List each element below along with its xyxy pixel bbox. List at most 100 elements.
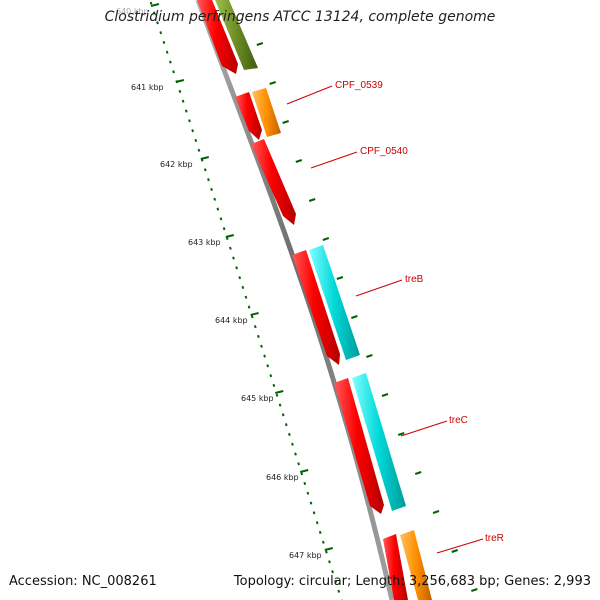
strand-tick [471, 588, 478, 592]
label-leaders [286, 85, 484, 554]
scale-dot [159, 31, 163, 35]
scale-dot [197, 148, 201, 152]
strand-tick [256, 42, 264, 46]
cds-feature-treb[interactable] [292, 250, 340, 365]
scale-label-642: 642 kbp [160, 160, 193, 169]
strand-tick [322, 237, 330, 241]
cog-feature-treb[interactable] [309, 245, 360, 360]
scale-dot [278, 403, 282, 407]
scale-dot [178, 89, 182, 94]
scale-dot [241, 285, 245, 290]
scale-dot [272, 383, 276, 388]
gene-labels: CPF_0539 CPF_0540 treB treC treR [335, 80, 504, 544]
gene-label-cpf0540[interactable]: CPF_0540 [360, 146, 408, 157]
gene-label-cpf0539[interactable]: CPF_0539 [335, 80, 383, 91]
cds-feature-trec[interactable] [334, 378, 384, 514]
scale-major-tick [175, 79, 185, 83]
scale-dot [275, 393, 279, 397]
scale-dot [337, 589, 341, 593]
scale-ticks [150, 3, 333, 551]
scale-dot [263, 354, 266, 358]
cog-feature-trer[interactable] [400, 530, 432, 600]
scale-dot [297, 462, 300, 466]
scale-dot [188, 119, 191, 123]
scale-major-tick [299, 469, 309, 473]
scale-dot [306, 491, 310, 495]
strand-tick [397, 432, 405, 436]
scale-dot [303, 481, 307, 486]
scale-major-tick [275, 390, 284, 394]
cog-track [215, 0, 432, 600]
scale-dot [309, 501, 313, 505]
cds-feature-trer[interactable] [383, 534, 408, 600]
scale-dot [300, 472, 304, 476]
strand-tick [381, 393, 389, 397]
scale-dot [184, 109, 188, 113]
scale-major-tick [150, 3, 160, 7]
scale-dot [284, 423, 288, 427]
cds-track [197, 0, 408, 600]
scale-dot [312, 511, 316, 515]
strand-tick [414, 471, 422, 475]
scale-label-646: 646 kbp [266, 473, 299, 482]
cog-feature-olive[interactable] [215, 0, 258, 70]
scale-major-tick [324, 547, 333, 551]
scale-dot [321, 540, 325, 544]
scale-dot [331, 570, 334, 574]
scale-dot [156, 21, 159, 25]
scale-dot [203, 168, 207, 172]
scale-dot [191, 129, 194, 133]
cds-feature[interactable] [197, 0, 238, 74]
scale-label-645: 645 kbp [241, 394, 274, 403]
genome-summary-text: Topology: circular; Length: 3,256,683 bp… [233, 574, 591, 589]
cds-feature-cpf0539[interactable] [235, 92, 262, 140]
scale-dot [181, 99, 185, 103]
scale-dots [149, 1, 343, 600]
scale-label-647: 647 kbp [289, 551, 322, 560]
scale-dot [172, 70, 175, 74]
scale-dot [194, 138, 198, 143]
scale-dot [229, 246, 232, 250]
scale-dot [216, 207, 220, 211]
scale-dot [291, 442, 294, 446]
scale-major-tick [250, 312, 259, 316]
scale-major-tick [200, 156, 210, 160]
strand-tick [269, 81, 277, 85]
scale-dot [281, 413, 285, 417]
strand-tick [351, 315, 358, 319]
scale-dot [269, 374, 273, 378]
strand-tick [451, 549, 459, 553]
scale-dot [247, 305, 251, 309]
scale-dot [165, 50, 169, 54]
cog-feature-cpf0539[interactable] [252, 88, 281, 137]
scale-dot [149, 1, 153, 5]
cog-feature-trec[interactable] [352, 373, 406, 511]
leader-trer [436, 538, 484, 554]
scale-dot [287, 432, 291, 437]
scale-dot [152, 11, 156, 15]
cds-feature-cpf0540[interactable] [251, 139, 296, 225]
gene-label-trer[interactable]: treR [485, 533, 504, 544]
gene-label-treb[interactable]: treB [405, 274, 424, 285]
leader-treb [355, 279, 403, 297]
scale-major-tick [225, 234, 235, 238]
scale-label-644: 644 kbp [215, 316, 248, 325]
leader-trec [400, 420, 448, 437]
scale-dot [253, 325, 257, 329]
scale-dot [219, 217, 223, 221]
strand-tick [295, 159, 303, 163]
scale-dot [244, 295, 248, 299]
scale-dot [210, 187, 213, 192]
scale-dot [260, 344, 263, 348]
strand-tick [282, 120, 289, 124]
scale-label-643: 643 kbp [188, 238, 221, 247]
strand-ticks [256, 42, 478, 592]
scale-dot [315, 521, 319, 525]
gene-label-trec[interactable]: treC [449, 415, 468, 426]
strand-tick [308, 198, 316, 202]
strand-tick [366, 354, 373, 358]
strand-tick [336, 276, 344, 280]
scale-dot [222, 227, 226, 231]
scale-dot [328, 560, 331, 564]
scale-dot [318, 530, 322, 535]
